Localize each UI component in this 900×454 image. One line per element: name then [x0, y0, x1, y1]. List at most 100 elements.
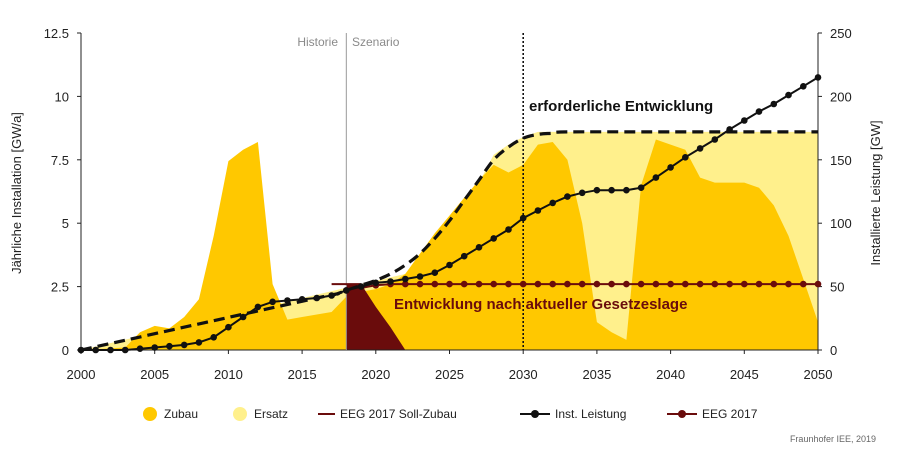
legend-label-ersatz: Ersatz: [254, 407, 288, 421]
legend: Zubau Ersatz EEG 2017 Soll-Zubau Inst. L…: [143, 407, 758, 421]
eeg2017-point: [460, 280, 468, 288]
y-right-tick-label: 100: [830, 216, 852, 231]
eeg2017-point: [696, 280, 704, 288]
inst-point: [726, 126, 733, 133]
eeg2017-point: [549, 280, 556, 288]
inst-point: [578, 189, 586, 197]
inst-point: [225, 323, 232, 331]
eeg2017-point: [578, 280, 586, 288]
y-right-tick-label: 250: [830, 26, 852, 41]
inst-point: [475, 244, 483, 251]
inst-point: [269, 298, 276, 306]
inst-point: [814, 74, 822, 81]
inst-point: [564, 193, 571, 200]
y-axis-title-right: Installierte Leistung [GW]: [868, 120, 883, 265]
inst-point: [136, 345, 144, 353]
y-right-tick-label: 200: [830, 89, 852, 104]
inst-leistung-points: [77, 74, 822, 354]
legend-item-eeg-soll: EEG 2017 Soll-Zubau: [318, 407, 457, 421]
inst-point: [210, 334, 217, 341]
y-left-tick-label: 10: [55, 89, 69, 104]
y-left-ticks: 0 2.5 5 7.5 10 12.5: [44, 26, 81, 358]
inst-point: [490, 235, 498, 242]
inst-point: [328, 292, 335, 299]
inst-point: [505, 226, 512, 233]
area-eeg-soll-zubau: [346, 284, 406, 350]
eeg2017-point: [800, 280, 807, 288]
inst-point: [298, 296, 306, 303]
x-tick-label: 2020: [361, 367, 390, 382]
eeg2017-point: [711, 280, 719, 288]
inst-point: [151, 344, 158, 351]
x-tick-label: 2050: [804, 367, 833, 382]
legend-item-zubau: Zubau: [143, 407, 198, 421]
line-erforderliche-entwicklung: [80, 130, 818, 352]
inst-point: [446, 261, 453, 269]
inst-point: [519, 214, 527, 222]
inst-point: [254, 303, 262, 311]
eeg2017-point: [667, 280, 674, 288]
eeg2017-point: [637, 280, 645, 288]
inst-point: [770, 100, 778, 108]
y-left-tick-label: 0: [62, 343, 69, 358]
inst-point: [387, 278, 394, 285]
inst-point: [180, 341, 188, 349]
legend-marker-eeg2017: [678, 410, 686, 418]
inst-point: [800, 83, 807, 90]
legend-label-inst: Inst. Leistung: [555, 407, 626, 421]
x-tick-label: 2015: [288, 367, 317, 382]
eeg2017-point: [652, 280, 660, 288]
source-credit: Fraunhofer IEE, 2019: [790, 434, 876, 444]
legend-item-eeg2017: EEG 2017: [667, 407, 758, 421]
inst-point: [77, 346, 85, 354]
legend-item-ersatz: Ersatz: [233, 407, 288, 421]
eeg2017-point: [505, 280, 512, 288]
x-tick-label: 2005: [140, 367, 169, 382]
eeg2017-point: [402, 280, 409, 288]
x-tick-label: 2035: [582, 367, 611, 382]
x-tick-label: 2010: [214, 367, 243, 382]
legend-item-inst: Inst. Leistung: [520, 407, 626, 421]
inst-point: [608, 186, 615, 194]
y-right-tick-label: 0: [830, 343, 837, 358]
y-axis-title-left: Jährliche Installation [GW/a]: [9, 112, 24, 274]
inst-point: [372, 279, 380, 287]
y-left-tick-label: 12.5: [44, 26, 69, 41]
inst-point: [549, 199, 556, 207]
inst-point: [239, 313, 247, 321]
inst-point: [593, 186, 601, 194]
inst-point: [623, 186, 630, 194]
inst-point: [785, 91, 792, 99]
eeg2017-point: [416, 280, 424, 288]
inst-point: [416, 273, 424, 280]
area-zubau: [81, 139, 818, 350]
inst-point: [402, 275, 409, 283]
legend-label-eeg2017: EEG 2017: [702, 407, 758, 421]
eeg2017-point: [755, 280, 763, 288]
inst-point: [667, 164, 674, 171]
legend-swatch-ersatz: [233, 407, 247, 421]
y-left-tick-label: 5: [62, 216, 69, 231]
inst-point: [121, 346, 129, 354]
eeg2017-point: [608, 280, 615, 288]
inst-point: [652, 174, 660, 181]
period-label-history: Historie: [297, 35, 338, 49]
inst-point: [682, 154, 689, 161]
inst-point: [431, 269, 439, 277]
legend-marker-inst: [531, 410, 539, 418]
period-label-scenario: Szenario: [352, 35, 400, 49]
x-tick-label: 2025: [435, 367, 464, 382]
inst-point: [92, 346, 99, 354]
x-tick-label: 2000: [67, 367, 96, 382]
legend-label-zubau: Zubau: [164, 407, 198, 421]
annotation-aktuelle-gesetzeslage: Entwicklung nach aktueller Gesetzeslage: [394, 296, 687, 313]
y-left-tick-label: 2.5: [51, 280, 69, 295]
y-left-tick-label: 7.5: [51, 153, 69, 168]
eeg2017-point: [564, 280, 571, 288]
y-right-ticks: 0 50 100 150 200 250: [818, 26, 852, 358]
inst-point: [711, 136, 719, 143]
x-tick-label: 2030: [509, 367, 538, 382]
eeg2017-point: [726, 280, 733, 288]
eeg2017-point: [446, 280, 453, 288]
